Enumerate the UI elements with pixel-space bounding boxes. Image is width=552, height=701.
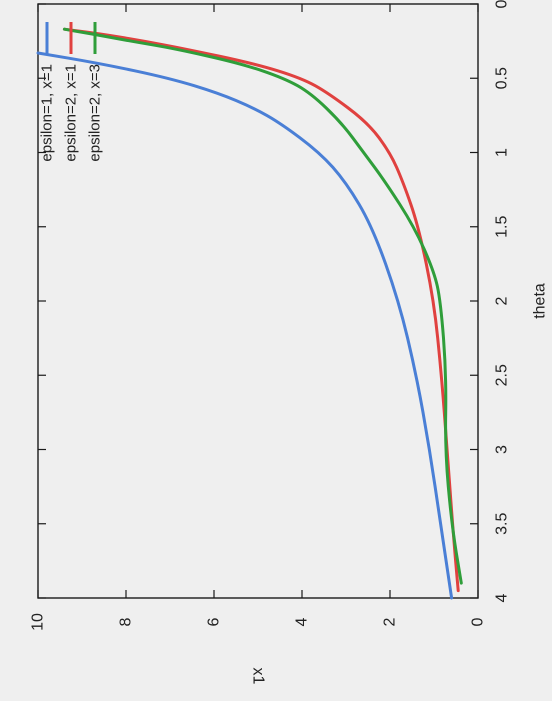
y-tick-label: 0: [470, 617, 487, 626]
y-tick-label: 6: [206, 617, 223, 626]
plot-frame: [37, 3, 479, 599]
x-tick-label: 0.5: [494, 67, 511, 89]
x-tick-label: 0: [494, 0, 511, 8]
x-tick-label: 3: [494, 445, 511, 454]
y-axis: 0 2 4 6 8 10: [30, 4, 487, 631]
y-tick-label: 2: [382, 617, 399, 626]
x-tick-label: 3.5: [494, 513, 511, 535]
x-tick-label: 2: [494, 296, 511, 305]
y-tick-label: 8: [118, 617, 135, 626]
y-tick-label: 10: [30, 613, 47, 631]
x-tick-label: 1.5: [494, 216, 511, 238]
series-layer: [36, 27, 463, 600]
x-axis: 0 0.5 1 1.5 2 2.5 3 3.5 4: [38, 0, 511, 602]
legend-label: epsilon=2, x=1: [63, 64, 80, 162]
series-line-1: [36, 51, 454, 600]
series-line-2: [62, 27, 460, 593]
y-tick-label: 4: [294, 617, 311, 626]
y-axis-label: x1: [250, 668, 267, 685]
x-tick-label: 1: [494, 148, 511, 157]
x-tick-label: 2.5: [494, 364, 511, 386]
legend: epsilon=1, x=1 epsilon=2, x=1 epsilon=2, x…: [39, 22, 104, 162]
plot-border: [37, 3, 479, 599]
legend-label: epsilon=2, x=3: [87, 64, 104, 162]
x-tick-label: 4: [494, 593, 511, 602]
series-line-3: [62, 27, 463, 585]
x-axis-label: theta: [532, 283, 549, 319]
legend-label: epsilon=1, x=1: [39, 64, 56, 162]
